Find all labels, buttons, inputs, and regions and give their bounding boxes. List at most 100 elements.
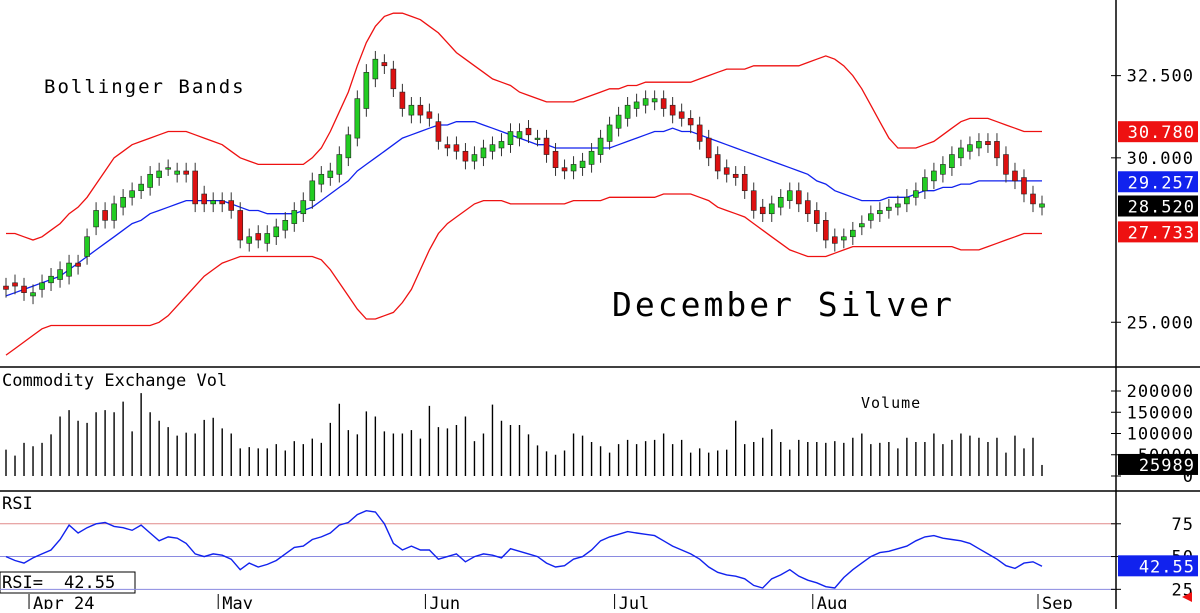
price-tick-label: 25.000 [1127,313,1194,333]
candle-body [156,170,162,178]
candle-body [732,173,739,178]
candle-body [588,150,595,165]
x-axis-label: Sep [1042,594,1073,609]
candle-body [759,206,766,215]
candle-body [381,62,388,67]
candle-body [300,200,307,215]
price-tick-label: 32.500 [1127,67,1194,87]
volume-badge-box [1118,453,1198,475]
candle-body [985,141,991,145]
candle-body [507,131,514,145]
x-axis-label: Aug [817,594,848,609]
candle-body [489,144,496,152]
candle-body [93,210,99,228]
candle-body [1003,154,1009,175]
candle-body [813,210,820,224]
candle-body [237,210,244,241]
candle-body [426,111,433,119]
candle-body [1039,203,1045,208]
candle-body [480,147,487,159]
rsi-badge-box [1118,555,1198,577]
x-axis-label: Jun [429,594,460,609]
rsi-readout-value: 42.55 [64,573,115,593]
candle-body [913,190,919,198]
candle-body [120,196,126,208]
candle-body [471,154,478,162]
price-0-badge-box [1118,121,1198,143]
candle-body [642,98,649,106]
volume-plot-layer [5,393,1043,476]
candle-body [768,203,775,215]
candle-body [841,236,847,241]
candle-body [741,173,748,192]
candle-body [102,210,108,221]
candle-body [606,124,613,142]
candle-body [967,144,973,152]
rsi-badge-label: 42.55 [1139,557,1195,577]
bollinger-middle-line [5,121,1042,297]
candle-body [210,200,216,205]
candle-body [687,118,694,126]
candle-body [192,170,198,205]
candle-body [327,170,334,178]
candle-body [417,104,424,116]
candle-body [886,206,892,211]
candle-body [435,121,442,142]
candle-body [615,114,622,129]
candle-body [282,220,289,231]
candle-body [678,111,685,119]
x-axis-label: Apr 24 [33,594,94,609]
candle-body [453,144,460,152]
candle-body [1012,170,1018,182]
candle-body [831,236,838,244]
candle-body [462,150,469,162]
candle-body [949,154,955,169]
rsi-plot-layer [0,509,1116,590]
rsi-readout-label: RSI= [2,573,43,593]
candle-body [714,154,721,172]
candle-body [498,141,505,149]
candle-body [958,147,964,159]
bollinger-lower-line [5,193,1042,356]
candle-body [1030,193,1036,205]
candle-body [660,98,667,109]
candle-body [174,170,180,175]
candle-body [669,104,676,116]
price-0-badge-label: 30.780 [1128,123,1195,143]
candle-body [129,190,135,198]
candle-body [822,220,829,241]
price-2-badge-label: 28.520 [1128,198,1195,218]
price-3-badge-label: 27.733 [1128,223,1195,243]
candle-body [516,131,523,139]
candle-body [750,190,757,211]
candle-body [246,236,253,244]
candle-body [552,150,559,169]
candle-body [318,173,325,185]
candle-body [850,229,856,238]
candle-body [372,58,379,80]
candle-body [904,196,910,205]
rsi-readout-box [0,571,136,594]
price-3-badge-box [1118,221,1198,243]
candle-body [895,203,901,208]
candle-body [264,233,271,244]
candle-body [399,91,406,109]
candle-body [336,154,343,175]
candle-body [30,292,36,297]
candle-body [39,282,45,290]
candle-body [390,68,397,90]
candle-body [219,200,226,205]
candle-body [408,104,415,116]
candle-body [309,180,316,201]
volume-tick-label: 100000 [1127,425,1194,445]
candle-body [3,285,9,290]
volume-tick-label: 200000 [1127,382,1194,402]
candle-body [543,137,550,155]
candle-body [354,98,361,139]
volume-panel-title: Commodity Exchange Vol [2,371,227,391]
candle-body [48,275,54,284]
scroll-arrow-icon[interactable] [1182,592,1192,602]
